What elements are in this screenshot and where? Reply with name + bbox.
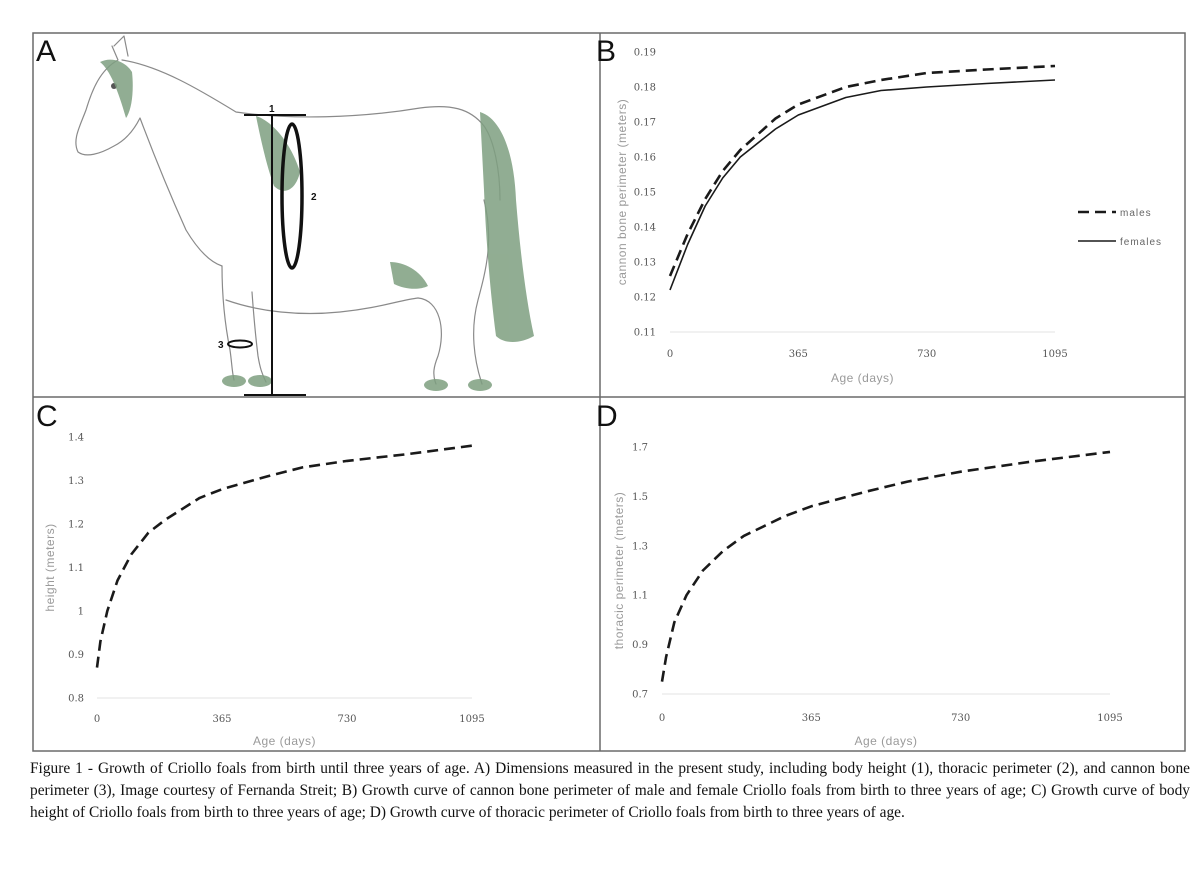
horse-front-leg-left [221,265,235,381]
y-tick-label: 0.9 [68,650,84,661]
chart-thoracic: 0.7 0.9 1.1 1.3 1.5 1.7 0 365 730 1095 Age (days) t… [612,443,1123,749]
y-tick-label: 0.16 [634,153,656,164]
y-tick-label: 0.15 [634,188,656,199]
y-tick-label: 1.5 [632,492,648,503]
panel-letter-d: D [596,400,618,433]
y-tick-label: 0.14 [634,223,656,234]
x-tick-label: 365 [802,713,821,724]
horse-coloring [100,59,534,391]
horse-front-leg-right [251,291,267,383]
y-tick-label: 0.19 [634,48,656,59]
y-tick-label: 0.13 [634,258,656,269]
x-tick-label: 1095 [1042,349,1067,360]
x-tick-label: 730 [951,713,970,724]
y-tick-label: 1.3 [68,476,84,487]
horse-back-outline [121,59,501,201]
thoracic-perimeter-ring [280,122,304,270]
y-axis-label: thoracic perimeter (meters) [612,492,626,650]
x-axis-label: Age (days) [831,371,894,385]
legend-label-males: males [1120,208,1152,219]
x-tick-label: 365 [789,349,808,360]
series-line-males [668,64,1056,277]
hoof-front-right [248,375,272,387]
horse-hind-leg-left [417,297,442,385]
panel-letter-b: B [596,35,616,68]
y-tick-label: 1.1 [632,591,648,602]
y-tick-label: 1 [78,607,84,618]
y-tick-label: 0.8 [68,694,84,705]
chart-cannon-bone: 0.11 0.12 0.13 0.14 0.15 0.16 0.17 0.18 0.19 0 365… [615,48,1162,386]
marker-1-label: 1 [269,104,275,115]
x-tick-label: 0 [667,349,673,360]
horse-sheath [390,262,428,289]
y-tick-label: 0.7 [632,690,648,701]
marker-3-label: 3 [218,340,224,351]
y-tick-label: 0.18 [634,83,656,94]
marker-2-label: 2 [311,192,317,203]
panel-letter-a: A [36,35,56,68]
x-tick-label: 1095 [1097,713,1122,724]
y-axis-label: cannon bone perimeter (meters) [615,99,629,285]
horse-forelock [100,59,133,118]
x-tick-label: 730 [337,714,356,725]
y-tick-label: 1.7 [632,443,648,454]
x-tick-label: 0 [94,714,100,725]
y-tick-label: 1.3 [632,541,648,552]
legend-label-females: females [1120,237,1162,248]
horse-withers-mane [256,116,300,191]
horse-head-outline [75,45,223,267]
y-tick-label: 1.1 [68,563,84,574]
horse-illustration [75,35,501,385]
horse-ear [113,35,129,57]
x-tick-label: 1095 [459,714,484,725]
cannon-perimeter-ring [227,339,253,349]
y-tick-label: 0.9 [632,640,648,651]
measurement-markers [227,114,306,396]
horse-belly-outline [225,297,419,315]
x-tick-label: 365 [212,714,231,725]
panel-letter-c: C [36,400,58,433]
y-tick-label: 0.12 [634,293,656,304]
panel-frame [32,32,1186,752]
y-tick-label: 1.2 [68,520,84,531]
series-line [95,444,473,668]
x-axis-label: Age (days) [854,734,917,748]
y-axis-label: height (meters) [43,523,57,611]
chart-height: 0.8 0.9 1 1.1 1.2 1.3 1.4 0 365 730 1095 Age (days)… [43,433,485,749]
x-tick-label: 0 [659,713,665,724]
y-tick-label: 0.17 [634,118,656,129]
y-tick-label: 1.4 [68,433,84,444]
y-tick-label: 0.11 [634,328,656,339]
x-axis-label: Age (days) [253,734,316,748]
hoof-front-left [222,375,246,387]
x-tick-label: 730 [917,349,936,360]
series-line-females [669,79,1056,291]
hoof-hind-right [468,379,492,391]
figure-caption: Figure 1 - Growth of Criollo foals from … [30,760,1190,821]
horse-tail [480,112,534,342]
hoof-hind-left [424,379,448,391]
series-line [660,450,1111,682]
